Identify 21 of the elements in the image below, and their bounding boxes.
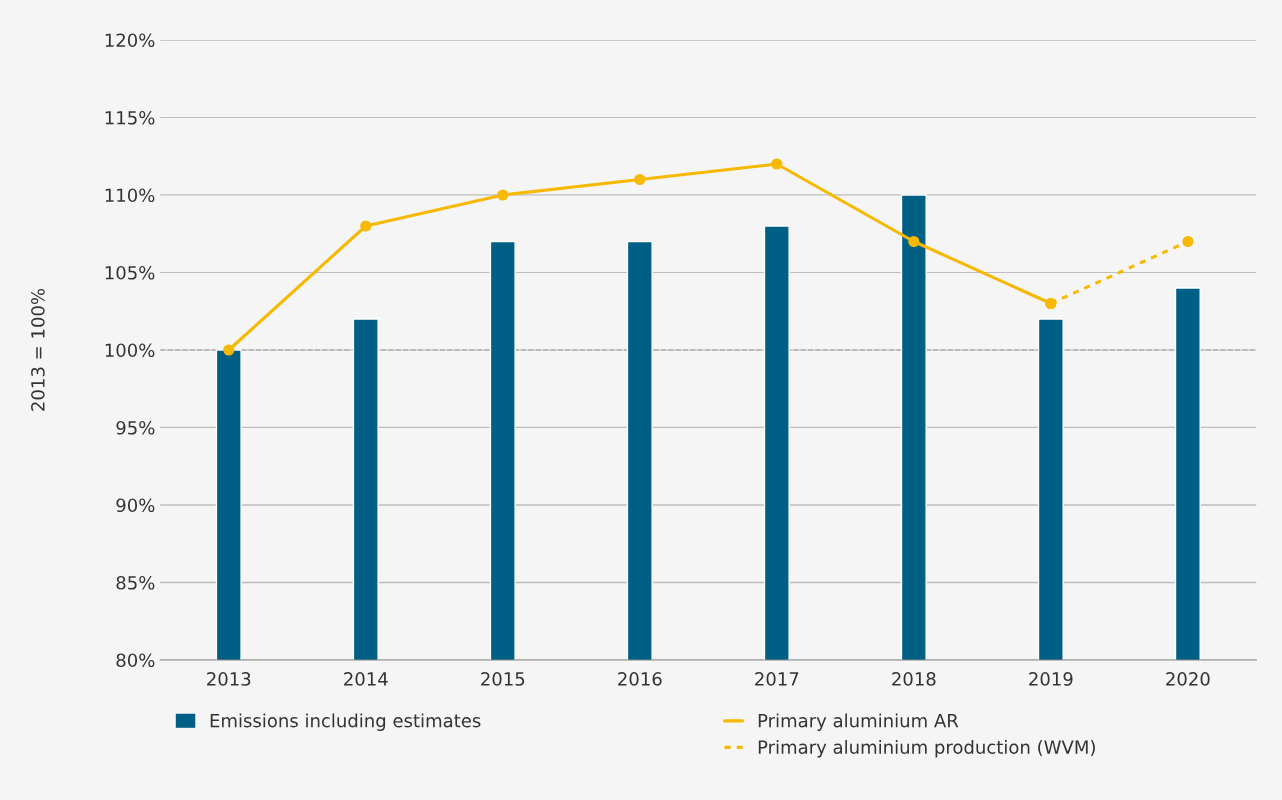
y-tick-label: 85% <box>116 575 155 590</box>
legend-label: Primary aluminium production (WVM) <box>758 739 1095 758</box>
x-tick-label: 2017 <box>755 672 799 686</box>
x-tick-label: 2020 <box>1166 672 1210 686</box>
y-tick-label: 120% <box>105 33 155 48</box>
x-tick-label: 2015 <box>481 672 525 686</box>
legend-label: Primary aluminium AR <box>758 713 959 731</box>
y-tick-label: 115% <box>105 110 155 125</box>
y-tick-label: 90% <box>116 498 155 513</box>
y-tick-label: 80% <box>116 653 155 668</box>
x-tick-label: 2016 <box>618 672 662 686</box>
y-tick-label: 105% <box>105 265 155 280</box>
y-tick-label: 95% <box>116 420 155 435</box>
legend-label: Emissions including estimates <box>210 713 481 731</box>
y-tick-label: 100% <box>105 343 155 358</box>
x-tick-label: 2019 <box>1029 672 1073 686</box>
y-tick-label: 110% <box>105 188 155 203</box>
y-axis-title: 2013 = 100% <box>31 288 45 411</box>
x-tick-label: 2013 <box>207 672 251 686</box>
x-tick-label: 2014 <box>344 672 388 686</box>
x-tick-label: 2018 <box>892 672 936 686</box>
